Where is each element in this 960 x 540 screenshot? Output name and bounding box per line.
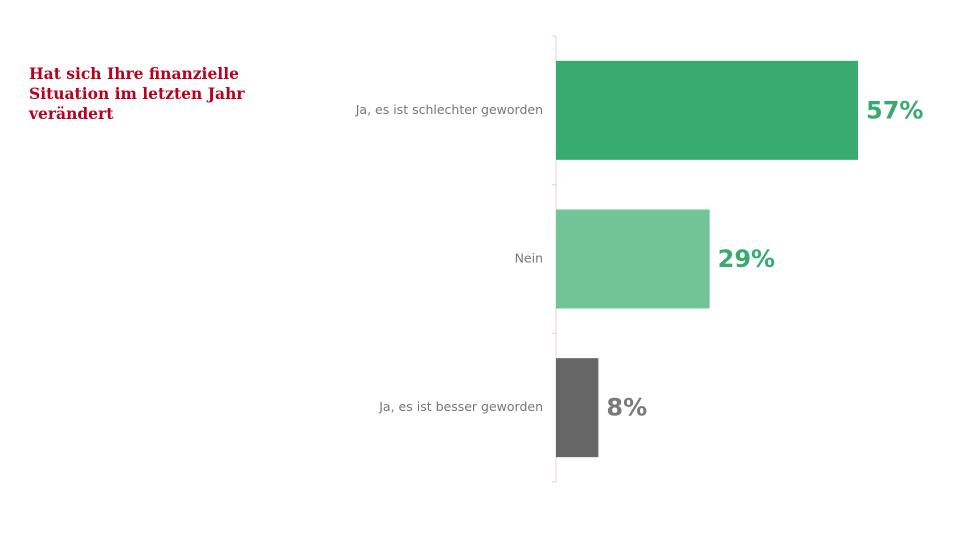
bar [556, 60, 858, 160]
value-label: 8% [606, 394, 647, 422]
value-label: 29% [718, 245, 775, 273]
axis-layer [552, 35, 557, 483]
value-label: 57% [866, 96, 923, 124]
labels-layer: Ja, es ist schlechter geworden 57% Nein 29%… [355, 96, 924, 421]
chart-title: Hat sich Ihre finanzielle Situation im l… [29, 64, 245, 123]
category-label: Ja, es ist schlechter geworden [355, 102, 543, 117]
bars-layer [556, 60, 858, 458]
bar [556, 358, 599, 458]
category-label: Ja, es ist besser geworden [378, 399, 543, 414]
bar [556, 209, 710, 309]
category-label: Nein [515, 251, 543, 266]
